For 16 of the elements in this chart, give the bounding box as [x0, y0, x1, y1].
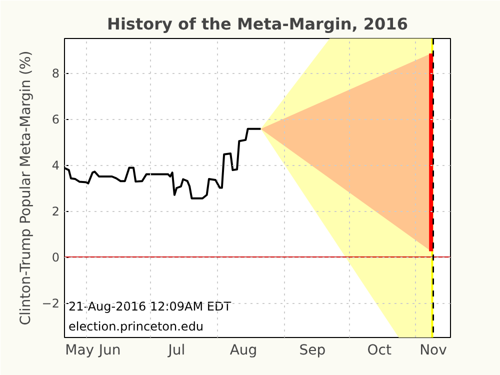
- x-tick-label: Nov: [420, 342, 447, 358]
- y-tick-label: 8: [52, 66, 60, 80]
- y-tick-label: −2: [42, 296, 60, 310]
- x-tick-label: May: [65, 342, 94, 358]
- x-tick-label: Jun: [98, 342, 121, 358]
- x-tick-label: Jul: [167, 342, 186, 358]
- x-tick-label: Sep: [299, 342, 326, 358]
- chart-title: History of the Meta-Margin, 2016: [107, 14, 408, 34]
- annotation: election.princeton.edu: [68, 320, 204, 334]
- y-axis-title: Clinton-Trump Popular Meta-Margin (%): [18, 50, 34, 326]
- y-tick-label: 6: [52, 112, 60, 126]
- y-tick-label: 4: [52, 158, 60, 172]
- x-tick-label: Aug: [230, 342, 258, 358]
- x-tick-label: Oct: [367, 342, 392, 358]
- y-tick-label: 0: [52, 250, 60, 264]
- y-tick-label: 2: [52, 204, 60, 218]
